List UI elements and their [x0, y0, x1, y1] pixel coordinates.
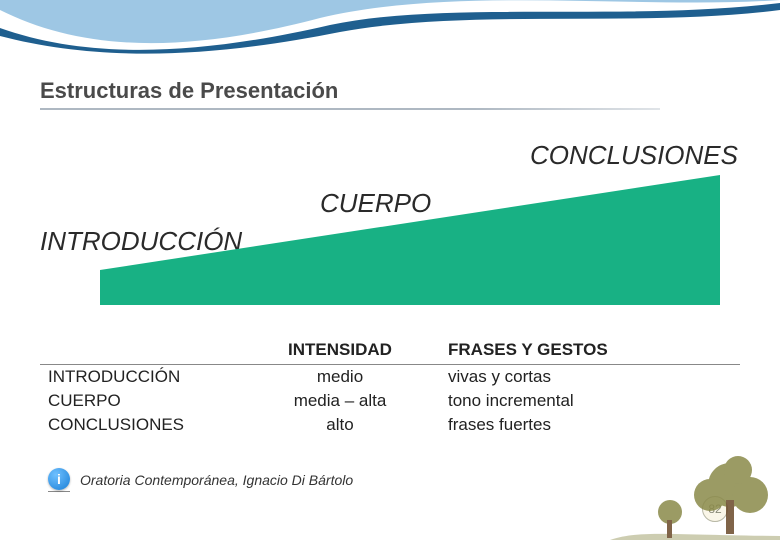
info-icon: i: [48, 468, 70, 490]
cell-frases: frases fuertes: [440, 413, 740, 437]
section-title: Estructuras de Presentación: [40, 78, 338, 104]
cell-intensidad: media – alta: [240, 389, 440, 413]
intensity-wedge: [100, 175, 720, 305]
col-header-frases: FRASES Y GESTOS: [440, 338, 740, 365]
cell-intensidad: alto: [240, 413, 440, 437]
col-header-seccion: [40, 338, 240, 365]
section-underline: [40, 108, 660, 110]
header-wave: [0, 0, 780, 60]
citation-text: Oratoria Contemporánea, Ignacio Di Bárto…: [80, 472, 353, 488]
intensity-table: INTENSIDAD FRASES Y GESTOS INTRODUCCIÓN …: [40, 338, 740, 437]
cell-frases: tono incremental: [440, 389, 740, 413]
stage-label-conclusiones: CONCLUSIONES: [530, 140, 738, 171]
cell-frases: vivas y cortas: [440, 365, 740, 390]
cell-seccion: INTRODUCCIÓN: [40, 365, 240, 390]
cell-seccion: CONCLUSIONES: [40, 413, 240, 437]
cell-intensidad: medio: [240, 365, 440, 390]
cell-seccion: CUERPO: [40, 389, 240, 413]
table-row: CUERPO media – alta tono incremental: [40, 389, 740, 413]
table-row: INTRODUCCIÓN medio vivas y cortas: [40, 365, 740, 390]
tree-decoration: [610, 450, 780, 540]
citation: i Oratoria Contemporánea, Ignacio Di Bár…: [48, 468, 353, 492]
col-header-intensidad: INTENSIDAD: [240, 338, 440, 365]
table-row: CONCLUSIONES alto frases fuertes: [40, 413, 740, 437]
